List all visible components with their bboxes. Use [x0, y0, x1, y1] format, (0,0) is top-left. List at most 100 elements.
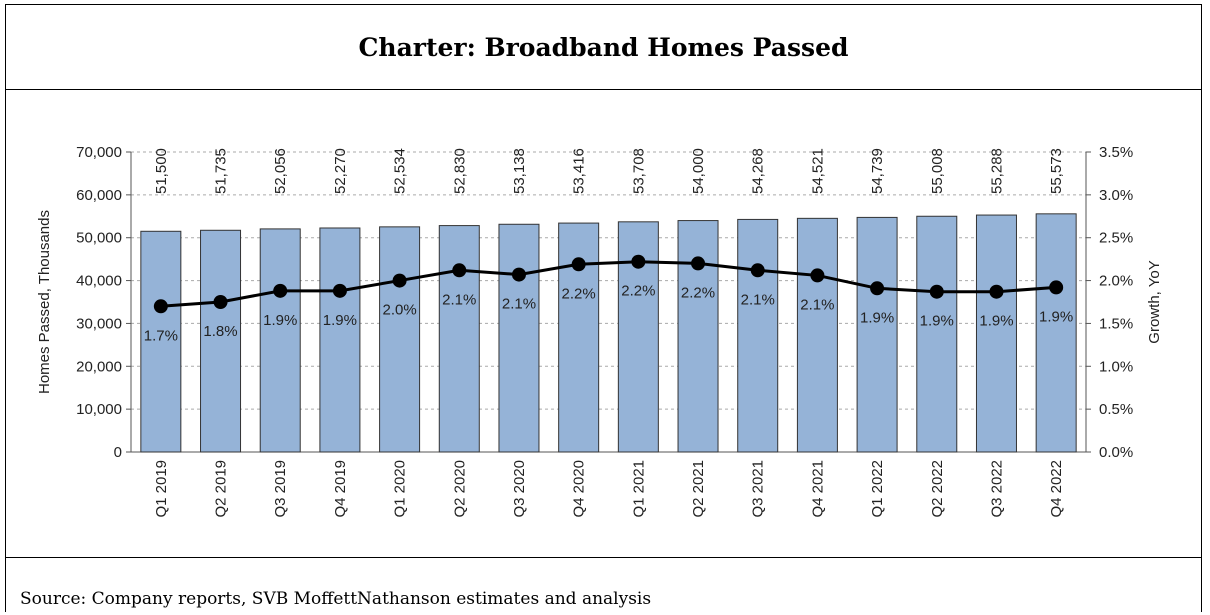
left-tick-label: 70,000: [76, 144, 122, 161]
x-tick-label: Q1 2022: [869, 460, 886, 518]
x-tick-label: Q2 2019: [213, 460, 230, 518]
bar-value-label: 52,270: [332, 148, 349, 194]
x-tick-label: Q1 2021: [630, 460, 647, 518]
bar-value-label: 54,521: [809, 148, 826, 194]
x-tick-label: Q1 2019: [153, 460, 170, 518]
x-tick-label: Q3 2021: [750, 460, 767, 518]
growth-label: 1.9%: [920, 313, 954, 330]
growth-label: 2.2%: [621, 283, 655, 300]
bar-value-label: 54,739: [869, 148, 886, 194]
bar-value-label: 55,008: [929, 148, 946, 194]
growth-point: [750, 263, 765, 278]
bar-value-label: 54,000: [690, 148, 707, 194]
bar-value-label: 52,056: [272, 148, 289, 194]
bar: [677, 220, 719, 453]
bar: [379, 226, 421, 453]
growth-point: [332, 283, 347, 298]
bar: [737, 218, 779, 453]
right-tick-label: 3.0%: [1099, 187, 1133, 204]
bar: [796, 217, 838, 453]
bar-value-label: 52,534: [392, 148, 409, 194]
growth-label: 2.1%: [502, 296, 536, 313]
bar: [319, 227, 361, 453]
bar-value-label: 53,708: [630, 148, 647, 194]
x-tick-label: Q1 2020: [392, 460, 409, 518]
x-tick-label: Q4 2021: [809, 460, 826, 518]
growth-point: [989, 284, 1004, 299]
growth-point: [631, 254, 646, 269]
bar-value-label: 55,288: [988, 148, 1005, 194]
bar: [200, 229, 242, 453]
chart-area: 0 10,000 20,000 30,000 40,000 50,000 60,000 70,…: [6, 89, 1201, 558]
left-tick-label: 50,000: [76, 230, 122, 247]
bar-value-label: 53,416: [571, 148, 588, 194]
left-tick-label: 0: [114, 444, 122, 461]
growth-line: [160, 260, 1057, 308]
x-tick-label: Q2 2021: [690, 460, 707, 518]
right-tick-label: 1.0%: [1099, 358, 1133, 375]
bar-value-label: 51,735: [213, 148, 230, 194]
growth-label: 2.1%: [800, 296, 834, 313]
growth-label: 1.9%: [979, 313, 1013, 330]
growth-label: 1.7%: [144, 327, 178, 344]
bar: [916, 215, 958, 453]
growth-point: [870, 281, 885, 296]
right-tick-label: 0.0%: [1099, 444, 1133, 461]
growth-label: 1.9%: [860, 309, 894, 326]
bar-value-label: 53,138: [511, 148, 528, 194]
bar-value-label: 55,573: [1048, 148, 1065, 194]
left-tick-label: 10,000: [76, 401, 122, 418]
right-tick-label: 2.0%: [1099, 273, 1133, 290]
growth-label: 1.8%: [203, 323, 237, 340]
x-tick-label: Q2 2020: [451, 460, 468, 518]
growth-point: [392, 273, 407, 288]
bar-value-label: 52,830: [451, 148, 468, 194]
source-note: Source: Company reports, SVB MoffettNath…: [20, 589, 652, 609]
right-tick-label: 3.5%: [1099, 144, 1133, 161]
growth-label: 1.9%: [263, 312, 297, 329]
chart-title: Charter: Broadband Homes Passed: [6, 5, 1201, 90]
bar: [140, 230, 182, 453]
bar: [259, 228, 301, 453]
left-tick-label: 60,000: [76, 187, 122, 204]
growth-point: [571, 257, 586, 272]
x-tick-label: Q4 2020: [571, 460, 588, 518]
growth-point: [1049, 280, 1064, 295]
growth-label: 2.2%: [681, 284, 715, 301]
growth-point: [273, 283, 288, 298]
x-tick-label: Q4 2022: [1048, 460, 1065, 518]
x-tick-label: Q2 2022: [929, 460, 946, 518]
bar-line-chart: 0 10,000 20,000 30,000 40,000 50,000 60,000 70,…: [36, 144, 1163, 518]
bar: [498, 223, 540, 453]
x-tick-label: Q3 2020: [511, 460, 528, 518]
figure-frame: Charter: Broadband Homes Passed 0 10,000 2…: [5, 4, 1202, 612]
growth-point: [452, 263, 467, 278]
bar-value-label: 51,500: [153, 148, 170, 194]
growth-point: [153, 299, 168, 314]
growth-label: 2.2%: [562, 285, 596, 302]
bar: [975, 214, 1017, 453]
growth-label: 2.0%: [382, 302, 416, 319]
left-tick-label: 30,000: [76, 315, 122, 332]
x-tick-label: Q3 2022: [988, 460, 1005, 518]
growth-point: [929, 284, 944, 299]
right-tick-label: 1.5%: [1099, 315, 1133, 332]
left-axis-title: Homes Passed, Thousands: [36, 210, 53, 394]
growth-label: 1.9%: [1039, 308, 1073, 325]
growth-point: [511, 267, 526, 282]
growth-label: 1.9%: [323, 312, 357, 329]
bar-value-label: 54,268: [750, 148, 767, 194]
left-tick-label: 20,000: [76, 358, 122, 375]
right-tick-label: 0.5%: [1099, 401, 1133, 418]
growth-label: 2.1%: [442, 291, 476, 308]
x-tick-label: Q4 2019: [332, 460, 349, 518]
growth-point: [691, 256, 706, 271]
growth-label: 2.1%: [741, 291, 775, 308]
bar: [856, 216, 898, 453]
growth-point: [213, 295, 228, 309]
x-tick-label: Q3 2019: [272, 460, 289, 518]
right-axis-title: Growth, YoY: [1146, 260, 1163, 343]
right-tick-label: 2.5%: [1099, 230, 1133, 247]
bar: [438, 225, 480, 453]
bar: [1035, 213, 1077, 453]
